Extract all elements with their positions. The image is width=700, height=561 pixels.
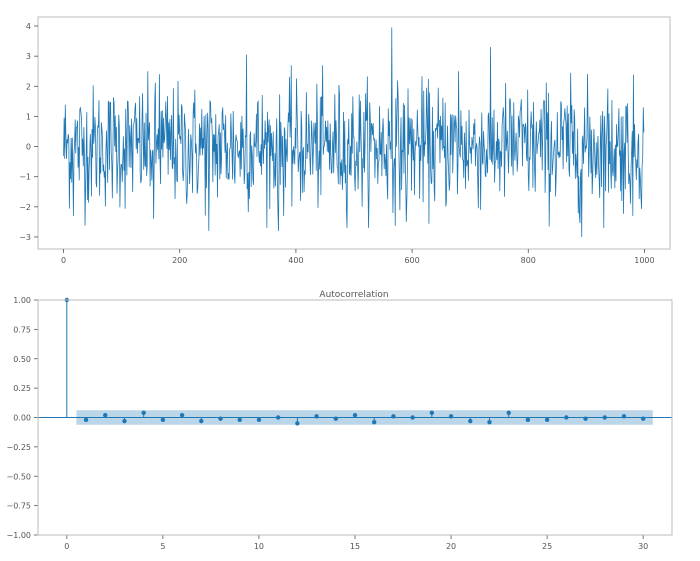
x-tick-label: 400 [288, 256, 303, 265]
y-tick-label: −0.25 [6, 443, 31, 452]
y-tick-label: 0 [26, 143, 31, 152]
y-tick-label: 1 [26, 112, 31, 121]
acf-point [448, 414, 454, 419]
x-tick-label: 800 [521, 256, 536, 265]
y-tick-label: 0.00 [13, 414, 31, 423]
acf-point [199, 418, 204, 424]
y-tick-label: 0.25 [13, 384, 31, 393]
x-tick-label: 25 [542, 542, 552, 551]
acf-point [602, 415, 607, 420]
acf-point [564, 415, 569, 420]
y-tick-label: 4 [26, 22, 31, 31]
acf-point [275, 415, 281, 420]
x-tick-label: 1000 [634, 256, 654, 265]
x-tick-label: 0 [61, 256, 66, 265]
autocorrelation-stems [64, 297, 646, 426]
acf-point [429, 410, 435, 415]
acf-point [141, 410, 146, 415]
y-tick-label: 3 [26, 52, 31, 61]
time-series-line [63, 27, 645, 237]
time-series-plot-frame [37, 16, 671, 250]
time-series-plot: −3 −2 −1 0 1 2 3 4 0 200 400 600 800 1000 [19, 16, 671, 265]
acf-point [640, 416, 646, 421]
acf-point [506, 410, 511, 415]
autocorrelation-plot-frame [37, 299, 673, 536]
acf-point [237, 417, 242, 423]
y-tick-label: −1.00 [6, 531, 31, 540]
acf-point [525, 417, 531, 423]
y-tick-label: 0.50 [13, 355, 31, 364]
time-series-x-ticks: 0 200 400 600 800 1000 [61, 249, 655, 265]
acf-point [544, 417, 550, 423]
acf-point [352, 412, 358, 418]
acf-point [621, 414, 627, 419]
x-tick-label: 20 [446, 542, 456, 551]
x-tick-label: 10 [254, 542, 264, 551]
x-tick-label: 30 [638, 542, 648, 551]
y-tick-label: −0.75 [6, 502, 31, 511]
y-tick-label: 2 [26, 82, 31, 91]
autocorrelation-y-ticks: −1.00 −0.75 −0.50 −0.25 0.00 0.25 0.50 0.75 1.00 [6, 296, 38, 540]
acf-point [583, 416, 588, 421]
acf-point [218, 416, 223, 421]
x-tick-label: 5 [160, 542, 165, 551]
y-tick-label: −0.50 [6, 472, 31, 481]
acf-point [160, 417, 166, 423]
acf-point [314, 414, 319, 419]
acf-point [468, 418, 473, 424]
x-tick-label: 0 [64, 542, 69, 551]
x-tick-label: 200 [172, 256, 187, 265]
autocorrelation-x-ticks: 0 5 10 15 20 25 30 [64, 535, 648, 551]
acf-point [103, 412, 108, 418]
x-tick-label: 15 [350, 542, 360, 551]
acf-point [83, 417, 89, 423]
acf-point [122, 418, 127, 424]
acf-point [372, 420, 377, 425]
autocorrelation-title: Autocorrelation [319, 290, 388, 300]
acf-point [410, 415, 415, 420]
y-tick-label: −3 [19, 233, 31, 242]
acf-point [391, 414, 396, 419]
acf-point [256, 417, 262, 423]
x-tick-label: 600 [404, 256, 419, 265]
acf-point [179, 412, 185, 418]
acf-point [295, 421, 300, 426]
y-tick-label: 0.75 [13, 325, 31, 334]
time-series-y-ticks: −3 −2 −1 0 1 2 3 4 [19, 22, 38, 242]
acf-point [333, 416, 338, 421]
y-tick-label: −1 [19, 173, 31, 182]
y-tick-label: −2 [19, 203, 31, 212]
acf-point [487, 420, 492, 425]
autocorrelation-plot: Autocorrelation −1.00 −0.75 −0.50 −0.25 0.00… [6, 290, 673, 551]
y-tick-label: 1.00 [13, 296, 31, 305]
